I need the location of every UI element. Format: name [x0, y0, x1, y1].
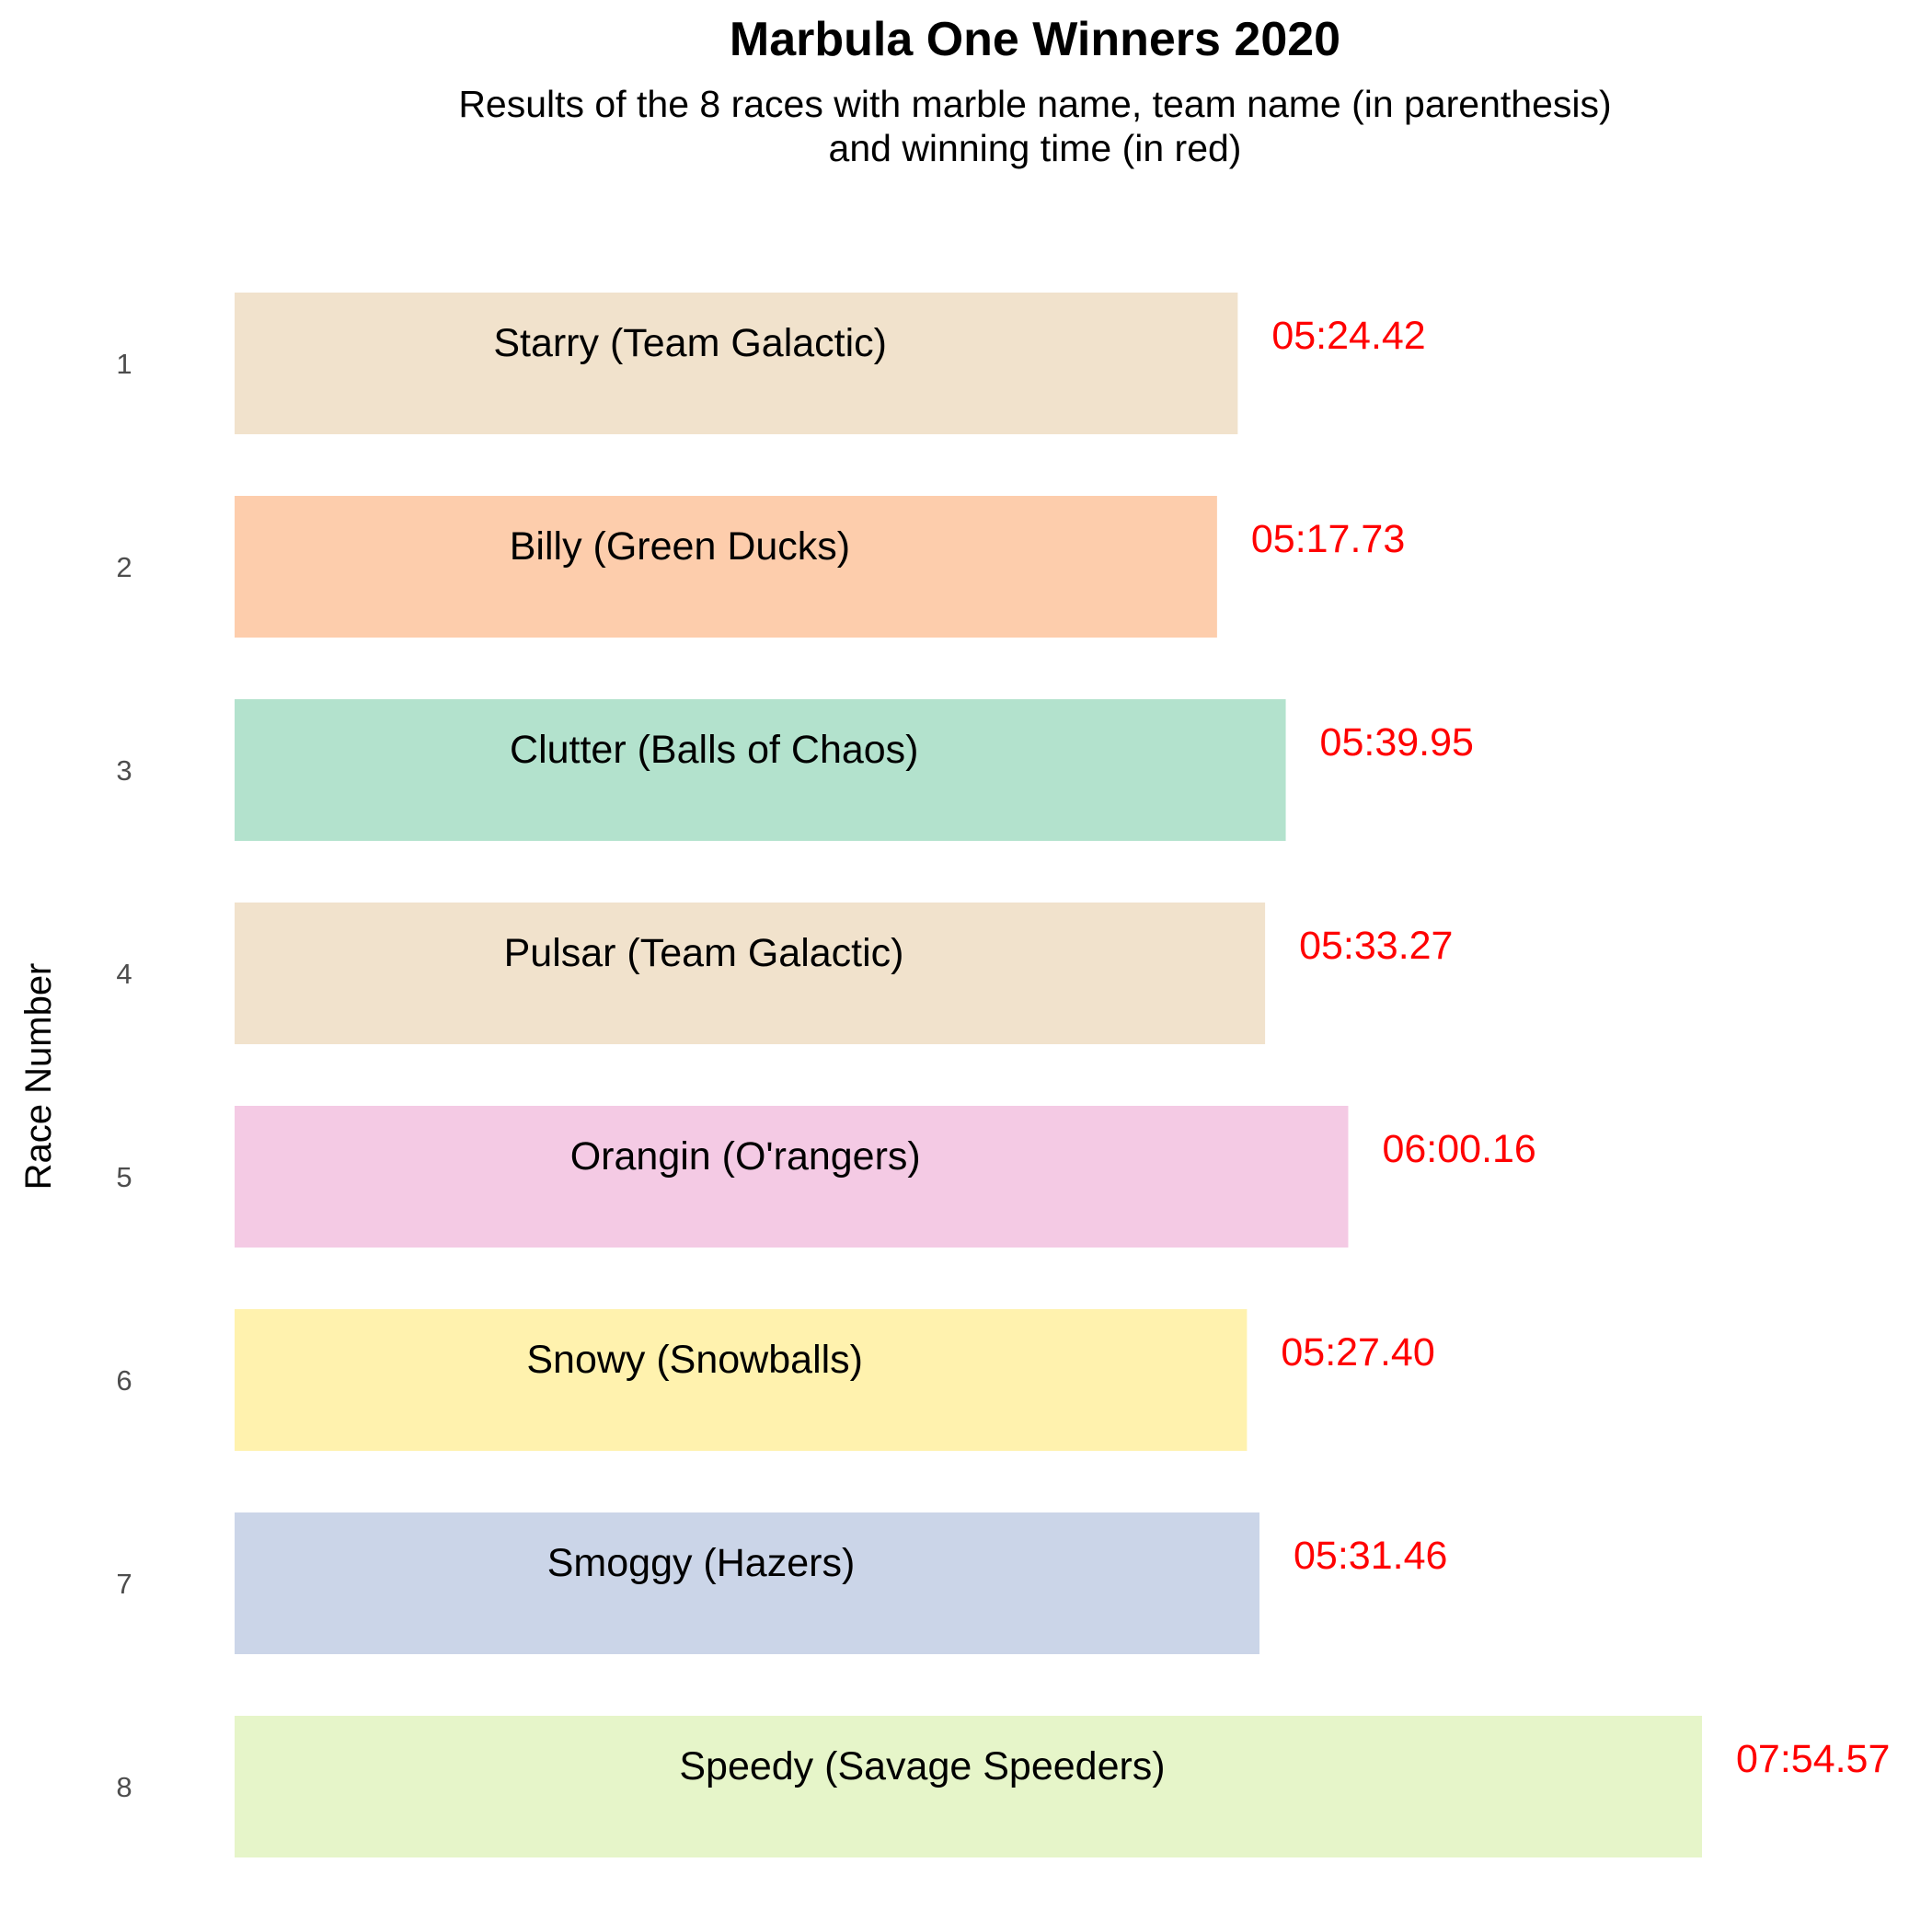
winning-time-label: 05:17.73: [1251, 517, 1405, 561]
y-tick-label: 2: [116, 551, 132, 583]
winning-time-label: 05:33.27: [1299, 924, 1453, 968]
bar-race-8: [235, 1716, 1702, 1857]
winning-time-label: 05:31.46: [1294, 1534, 1447, 1578]
y-tick-label: 4: [116, 958, 132, 990]
y-tick-label: 5: [116, 1161, 132, 1193]
y-axis-title: Race Number: [18, 963, 59, 1190]
y-tick-label: 3: [116, 754, 132, 787]
winning-time-label: 07:54.57: [1736, 1737, 1890, 1781]
y-tick-label: 1: [116, 348, 132, 380]
bar-label: Pulsar (Team Galactic): [504, 931, 904, 975]
bar-race-3: [235, 699, 1286, 841]
winning-time-label: 05:27.40: [1281, 1330, 1434, 1374]
bar-race-2: [235, 496, 1217, 638]
chart-subtitle-line-1: Results of the 8 races with marble name,…: [458, 83, 1611, 125]
y-tick-label: 6: [116, 1364, 132, 1397]
bar-label: Starry (Team Galactic): [493, 321, 887, 365]
bar-label: Billy (Green Ducks): [510, 524, 850, 569]
y-tick-label: 8: [116, 1771, 132, 1803]
bar-label: Speedy (Savage Speeders): [679, 1744, 1165, 1788]
winning-time-label: 05:39.95: [1320, 720, 1474, 765]
bars-layer: 1 Starry (Team Galactic) 05:24.42 2 Billy (G…: [116, 293, 1890, 1857]
bar-label: Clutter (Balls of Chaos): [510, 728, 919, 772]
bar-race-1: [235, 293, 1238, 434]
bar-race-5: [235, 1106, 1349, 1248]
winning-time-label: 05:24.42: [1271, 314, 1425, 358]
chart-title: Marbula One Winners 2020: [730, 13, 1340, 66]
bar-race-4: [235, 903, 1266, 1044]
y-tick-label: 7: [116, 1568, 132, 1600]
bar-label: Snowy (Snowballs): [526, 1338, 863, 1382]
bar-race-6: [235, 1309, 1248, 1451]
bar-race-7: [235, 1512, 1260, 1654]
bar-label: Smoggy (Hazers): [547, 1541, 856, 1585]
winning-time-label: 06:00.16: [1382, 1127, 1535, 1171]
chart-subtitle-line-2: and winning time (in red): [829, 127, 1242, 169]
bar-label: Orangin (O'rangers): [570, 1134, 921, 1179]
